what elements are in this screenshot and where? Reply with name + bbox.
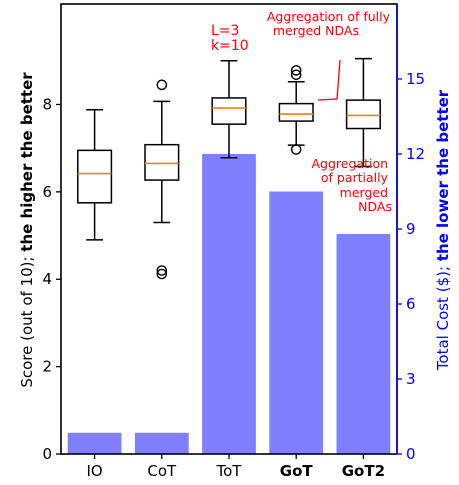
x-tick-label-cot: CoT	[147, 462, 177, 480]
annotation-partial-line-4: NDAs	[358, 199, 392, 214]
boxplot-got2	[345, 57, 381, 168]
left-axis: 0 2 4 6 8	[42, 95, 61, 463]
annotation-tot-line-2: k=10	[211, 38, 249, 54]
right-axis: 0 3 6 9 12 15	[396, 4, 425, 463]
boxplot-cot	[144, 79, 180, 280]
annotation-fully-merged-pointer	[317, 59, 341, 101]
annotation-fully-merged: Aggregation of fully merged NDAs	[267, 9, 394, 38]
box-tot	[211, 97, 247, 125]
right-tick-label-6: 6	[406, 295, 416, 313]
annotation-fully-line-2: merged NDAs	[273, 23, 359, 38]
left-tick-label-6: 6	[42, 183, 52, 201]
left-tick-label-8: 8	[42, 95, 52, 113]
bars-layer	[67, 154, 391, 454]
left-axis-label: Score (out of 10); the higher the better	[18, 72, 36, 388]
annotation-partial-line-3: merged	[340, 185, 388, 200]
boxplot-io	[77, 108, 113, 241]
annotation-tot-line-1: L=3	[211, 23, 239, 39]
outlier-got-0	[290, 65, 302, 76]
boxes-layer	[77, 57, 381, 280]
x-tick-label-io: IO	[86, 462, 102, 480]
x-tick-label-tot: ToT	[216, 462, 243, 480]
right-tick-label-3: 3	[406, 370, 416, 388]
cost-bar-cot	[134, 432, 189, 454]
box-got	[278, 102, 314, 122]
left-tick-label-4: 4	[42, 270, 52, 288]
right-tick-label-9: 9	[406, 220, 416, 238]
annotation-partial-line-1: Aggregation	[312, 156, 389, 171]
annotation-tot-params: L=3 k=10	[211, 23, 249, 54]
left-axis-label-plain: Score (out of 10);	[18, 252, 36, 388]
x-tick-label-got2: GoT2	[342, 462, 385, 480]
annotation-fully-line-1: Aggregation of fully	[267, 9, 391, 24]
left-axis-label-bold: the higher the better	[18, 72, 36, 252]
box-cot	[144, 143, 180, 181]
box-io	[77, 149, 113, 204]
outlier-cot-2	[156, 268, 168, 280]
annotation-partial-line-2: of partially	[321, 170, 389, 185]
left-tick-label-2: 2	[42, 358, 52, 376]
left-tick-label-0: 0	[42, 445, 52, 463]
cost-bar-io	[67, 432, 122, 454]
right-tick-label-12: 12	[406, 145, 425, 163]
boxplot-tot	[211, 60, 247, 159]
outlier-got-2	[290, 144, 302, 155]
right-axis-label: Total Cost ($); the lower the better	[434, 89, 452, 371]
right-tick-label-0: 0	[406, 445, 416, 463]
cost-bar-got2	[336, 234, 391, 454]
outlier-cot-0	[156, 79, 168, 91]
cost-bar-got	[269, 191, 324, 454]
right-axis-label-bold: the lower the better	[434, 89, 452, 261]
outlier-cot-1	[156, 265, 168, 276]
cost-bar-tot	[202, 154, 256, 454]
right-axis-label-plain: Total Cost ($);	[434, 261, 452, 371]
boxplot-got	[278, 65, 314, 155]
outlier-got-1	[290, 69, 302, 81]
x-axis: IO CoT ToT GoT GoT2	[86, 454, 385, 480]
x-tick-label-got: GoT	[280, 462, 314, 480]
box-got2	[345, 99, 381, 130]
annotation-partially-merged: Aggregation of partially merged NDAs	[312, 156, 393, 214]
right-tick-label-15: 15	[406, 70, 425, 88]
